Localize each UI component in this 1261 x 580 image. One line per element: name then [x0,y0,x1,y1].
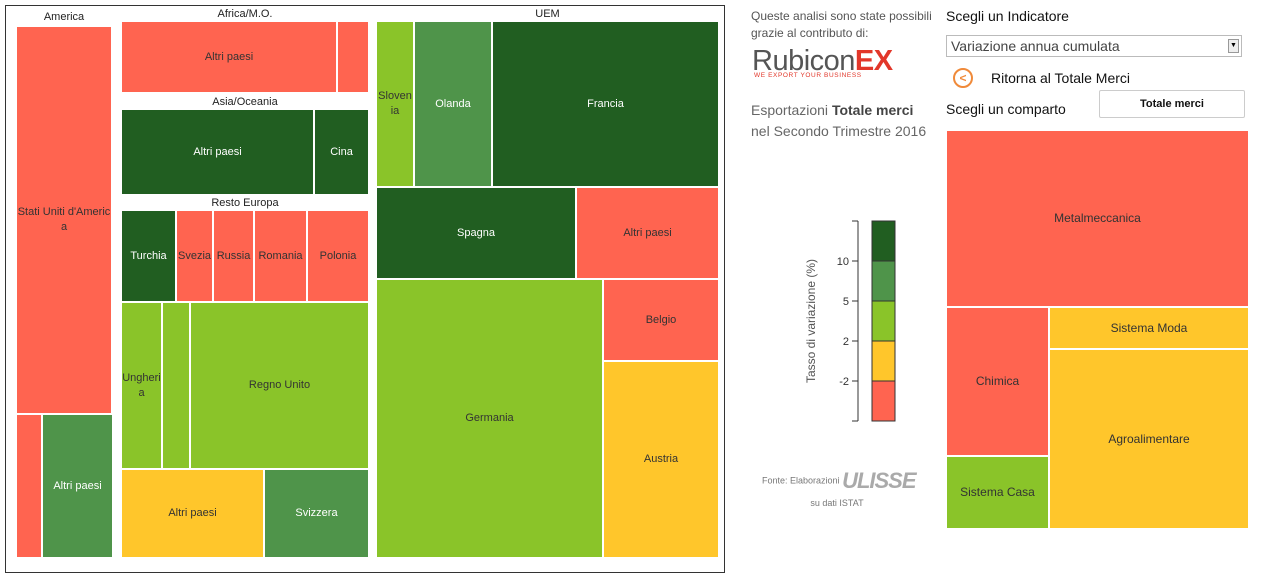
treemap-cell-america-altri-paesi-2[interactable]: Altri paesi [42,414,113,558]
treemap-cell-resto-europa-russia-2[interactable]: Russia [213,210,254,302]
logo-tagline: WE EXPORT YOUR BUSINESS [754,72,862,79]
sector-cell-chimica[interactable]: Chimica [946,307,1049,456]
indicator-value: Variazione annua cumulata [951,38,1120,54]
treemap-cell-africa-m-o-blank-1[interactable] [337,21,369,93]
treemap-cell-resto-europa-turchia-0[interactable]: Turchia [121,210,176,302]
treemap-cell-asia-oceania-altri-paesi-0[interactable]: Altri paesi [121,109,314,195]
treemap-cell-resto-europa-romania-3[interactable]: Romania [254,210,307,302]
sector-cell-metalmeccanica[interactable]: Metalmeccanica [946,130,1249,307]
treemap-cell-resto-europa-altri-paesi-8[interactable]: Altri paesi [121,469,264,558]
chevron-down-icon[interactable]: ▼ [1228,39,1239,53]
treemap-cell-america-blank-1[interactable] [16,414,42,558]
color-legend: 10 5 2 -2 Tasso di variazione (%) [804,220,896,422]
treemap-cell-resto-europa-svezia-1[interactable]: Svezia [176,210,213,302]
legend-bin-red [871,380,896,422]
back-to-total-link[interactable]: < Ritorna al Totale Merci [953,66,1130,90]
legend-bin-dark-green [871,220,896,262]
logo-accent: EX [854,45,893,77]
title-bold: Totale merci [831,102,914,118]
treemap-cell-resto-europa-polonia-4[interactable]: Polonia [307,210,369,302]
treemap-cell-uem-austria-7[interactable]: Austria [603,361,719,558]
sector-cell-sistema-moda[interactable]: Sistema Moda [1049,307,1249,349]
treemap-cell-uem-germania-5[interactable]: Germania [376,279,603,558]
treemap-cell-uem-spagna-3[interactable]: Spagna [376,187,576,279]
sector-cell-agroalimentare[interactable]: Agroalimentare [1049,349,1249,529]
legend-bin-yellow [871,340,896,382]
ulisse-logo: ULISSE [842,468,916,493]
treemap-cell-resto-europa-blank-6[interactable] [162,302,190,469]
treemap-cell-uem-slovenia-0[interactable]: Slovenia [376,21,414,187]
sector-button[interactable]: Totale merci [1099,90,1245,118]
treemap-cell-uem-belgio-6[interactable]: Belgio [603,279,719,361]
indicator-label: Scegli un Indicatore [946,8,1069,24]
legend-tick-label: -2 [839,376,849,388]
title-suffix: nel Secondo Trimestre 2016 [751,123,927,139]
indicator-select[interactable]: Variazione annua cumulata ▼ [946,35,1242,57]
source-suffix: su dati ISTAT [810,498,864,508]
page-title: Esportazioni Totale merci nel Secondo Tr… [751,100,941,142]
treemap-cell-africa-m-o-altri-paesi-0[interactable]: Altri paesi [121,21,337,93]
group-label-resto-europa: Resto Europa [211,197,279,209]
group-label-africa-m-o: Africa/M.O. [217,8,273,20]
treemap-cell-resto-europa-ungheria-5[interactable]: Ungheria [121,302,162,469]
legend-tick-label: 5 [843,296,849,308]
treemap-cell-resto-europa-svizzera-9[interactable]: Svizzera [264,469,369,558]
source-prefix: Fonte: Elaborazioni [762,475,840,486]
title-prefix: Esportazioni [751,102,832,118]
credits-text: Queste analisi sono state possibili graz… [751,9,932,40]
legend-bin-mid-green [871,260,896,302]
chevron-left-icon[interactable]: < [953,68,973,88]
sector-cell-sistema-casa[interactable]: Sistema Casa [946,456,1049,529]
sector-label: Scegli un comparto [946,101,1066,117]
treemap-cell-asia-oceania-cina-1[interactable]: Cina [314,109,369,195]
treemap-cell-america-stati-uniti-d-america-0[interactable]: Stati Uniti d'America [16,26,112,414]
group-label-america: America [43,11,85,23]
treemap-cell-uem-olanda-1[interactable]: Olanda [414,21,492,187]
treemap-cell-uem-altri-paesi-4[interactable]: Altri paesi [576,187,719,279]
legend-tick-label: 10 [837,256,849,268]
source-note: Fonte: Elaborazioni ULISSE su dati ISTAT [762,470,922,510]
legend-axis-label: Tasso di variazione (%) [804,259,818,383]
group-label-asia-oceania: Asia/Oceania [212,96,278,108]
treemap-cell-uem-francia-2[interactable]: Francia [492,21,719,187]
back-label[interactable]: Ritorna al Totale Merci [991,70,1131,86]
rubiconex-logo[interactable]: RubiconEX WE EXPORT YOUR BUSINESS [752,46,932,80]
logo-main: Rubicon [752,45,855,77]
treemap-cell-resto-europa-regno-unito-7[interactable]: Regno Unito [190,302,369,469]
group-label-uem: UEM [535,8,560,20]
legend-tick-label: 2 [843,336,849,348]
legend-bin-light-green [871,300,896,342]
